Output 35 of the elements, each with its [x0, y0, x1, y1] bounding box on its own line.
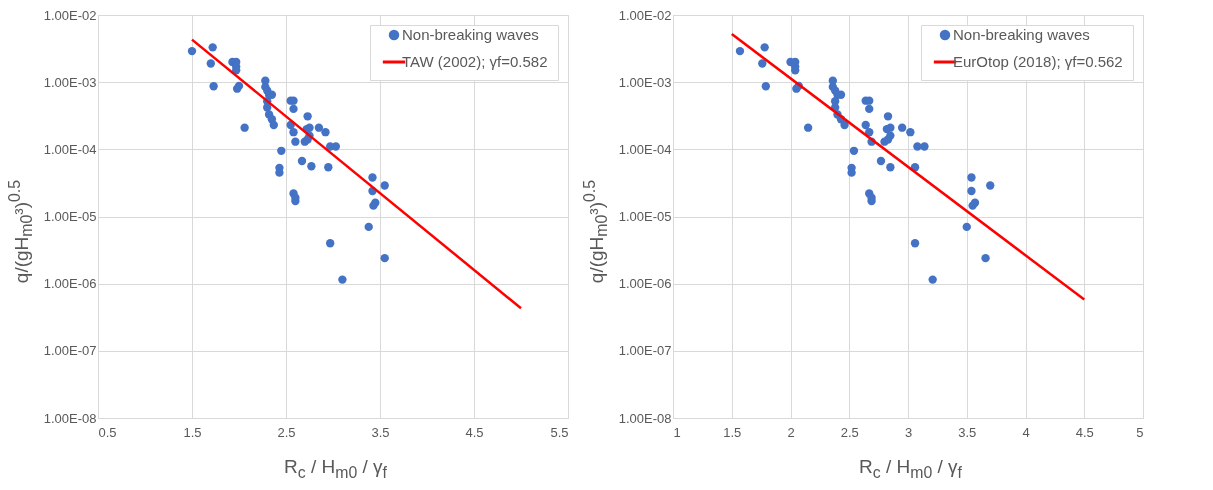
x-axis-title: R$_{c}$ / H$_{m0}$ / γ$_{f}$ [858, 456, 963, 482]
x-tick-label: 1 [673, 424, 681, 440]
y-tick-label: 1.00E-02 [43, 7, 97, 23]
y-tick-label: 1.00E-03 [43, 74, 97, 90]
x-tick-label: 1.5 [723, 424, 742, 440]
x-tick-label: 3.5 [958, 424, 977, 440]
x-tick-label: 2.5 [277, 424, 296, 440]
legend-label: Non-breaking waves [402, 26, 539, 43]
x-tick-label: 0.5 [98, 424, 117, 440]
y-tick-label: 1.00E-04 [618, 141, 672, 157]
y-tick-label: 1.00E-08 [618, 410, 672, 426]
y-tick-label: 1.00E-06 [618, 276, 672, 292]
x-tick-label: 4.5 [465, 424, 484, 440]
y-tick-label: 1.00E-02 [618, 7, 672, 23]
y-tick-label: 1.00E-07 [618, 343, 672, 359]
y-tick-label: 1.00E-04 [43, 141, 97, 157]
x-tick-label: 4.5 [1075, 424, 1094, 440]
legend-label: TAW (2002); γf=0.582 [402, 53, 548, 70]
x-tick-label: 2 [787, 424, 795, 440]
x-axis-title: R$_{c}$ / H$_{m0}$ / γ$_{f}$ [283, 456, 388, 482]
x-tick-label: 5.5 [550, 424, 569, 440]
x-tick-label: 5 [1136, 424, 1144, 440]
x-tick-label: 2.5 [840, 424, 859, 440]
legend-label: EurOtop (2018); γf=0.562 [953, 53, 1123, 70]
y-tick-label: 1.00E-05 [618, 209, 672, 224]
x-tick-label: 3 [904, 424, 913, 440]
legend-label: Non-breaking waves [953, 26, 1090, 43]
y-tick-label: 1.00E-08 [43, 410, 97, 426]
y-tick-label: 1.00E-03 [618, 74, 672, 90]
x-tick-label: 1.5 [183, 424, 202, 440]
y-tick-label: 1.00E-07 [43, 343, 97, 359]
y-tick-label: 1.00E-05 [43, 209, 97, 224]
y-tick-label: 1.00E-06 [43, 276, 97, 292]
x-tick-label: 3.5 [371, 424, 390, 440]
x-tick-label: 4 [1022, 424, 1030, 440]
